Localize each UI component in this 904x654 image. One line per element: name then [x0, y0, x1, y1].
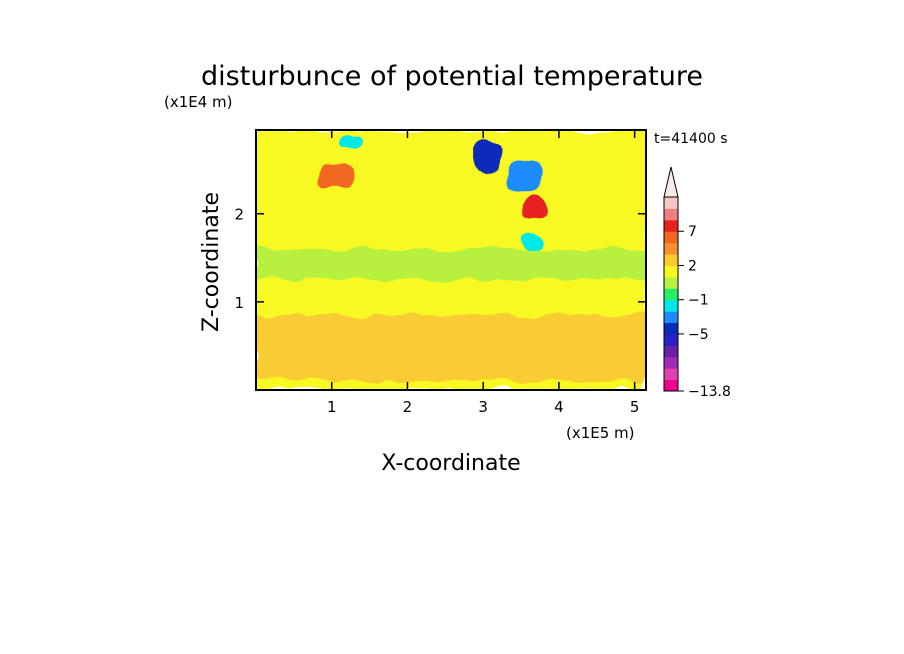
heatmap-cell [256, 315, 646, 382]
colorbar-tick-label: −1 [688, 293, 709, 309]
colorbar-swatch [664, 265, 678, 278]
plot-area [256, 130, 646, 390]
plot-frame [255, 129, 647, 391]
colorbar-swatch [664, 311, 678, 324]
colorbar-swatch [664, 299, 678, 312]
colorbar-swatch [664, 333, 678, 346]
x-tick-label: 5 [630, 398, 640, 416]
colorbar-swatch [664, 379, 678, 392]
y-tick-label: 1 [234, 294, 244, 312]
colorbar-swatch [664, 219, 678, 232]
x-unit-label: (x1E5 m) [566, 424, 635, 442]
colorbar-swatch [664, 208, 678, 221]
colorbar-swatch [664, 231, 678, 244]
heatmap-cell [316, 165, 355, 188]
colorbar-swatch [664, 288, 678, 301]
colorbar-swatch [664, 356, 678, 369]
colorbar-swatch [664, 242, 678, 255]
x-tick-label: 3 [478, 398, 488, 416]
heatmap-cell [475, 138, 499, 175]
y-tick-label: 2 [234, 206, 244, 224]
colorbar-extension-arrow [663, 166, 679, 198]
y-axis-label: Z-coordinate [199, 192, 224, 332]
x-tick-label: 4 [554, 398, 564, 416]
x-axis-label: X-coordinate [381, 451, 520, 476]
colorbar-swatch [664, 368, 678, 381]
time-label: t=41400 s [654, 131, 728, 147]
colorbar-tick-label: −5 [688, 327, 709, 343]
colorbar-tick-label: 2 [688, 258, 697, 274]
colorbar-swatch [664, 276, 678, 289]
colorbar-swatch [664, 322, 678, 335]
colorbar: 7 2 −1 −5 −13.8 [663, 166, 731, 400]
x-tick-label: 1 [327, 398, 337, 416]
heatmap-cell [505, 160, 544, 192]
colorbar-swatch [664, 197, 678, 209]
colorbar-swatch [664, 345, 678, 358]
x-tick-label: 2 [403, 398, 413, 416]
colorbar-tick-label: 7 [688, 224, 697, 240]
heatmap-cell [521, 235, 544, 249]
heatmap-cell [339, 134, 363, 148]
chart-title: disturbunce of potential temperature [201, 61, 703, 92]
heatmap-cell [521, 196, 548, 223]
colorbar-swatch [664, 254, 678, 266]
colorbar-tick-label: −13.8 [688, 384, 731, 400]
y-unit-label: (x1E4 m) [164, 93, 233, 111]
heatmap-cell [256, 248, 646, 280]
